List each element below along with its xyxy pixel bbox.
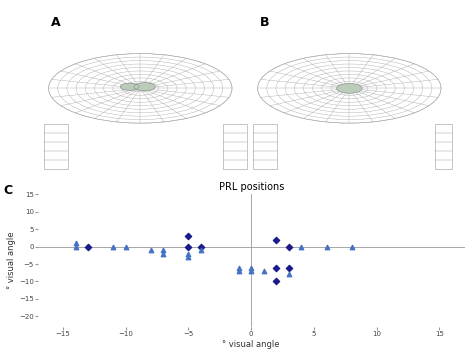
Point [147, 247, 155, 253]
Point [72, 240, 79, 246]
Point [285, 244, 292, 250]
Title: PRL positions: PRL positions [219, 182, 284, 192]
Point [247, 265, 255, 270]
Point [160, 251, 167, 256]
Point [247, 268, 255, 274]
Text: C: C [4, 184, 13, 197]
Point [122, 244, 129, 250]
Point [84, 244, 92, 250]
Point [72, 244, 79, 250]
Point [298, 244, 305, 250]
Bar [223, 124, 247, 169]
Point [348, 244, 356, 250]
Y-axis label: ° visual angle: ° visual angle [7, 232, 16, 289]
Point [185, 244, 192, 250]
Point [273, 237, 280, 243]
Point [185, 233, 192, 239]
Point [273, 265, 280, 270]
Text: B: B [260, 16, 269, 29]
Point [185, 251, 192, 256]
Point [160, 247, 167, 253]
Bar [253, 124, 277, 169]
Point [235, 268, 243, 274]
Point [285, 265, 292, 270]
Circle shape [120, 83, 139, 90]
Bar [45, 124, 68, 169]
X-axis label: ° visual angle: ° visual angle [222, 340, 280, 349]
Point [235, 265, 243, 270]
Point [109, 244, 117, 250]
Circle shape [134, 83, 155, 91]
Point [197, 244, 205, 250]
Point [285, 272, 292, 278]
Circle shape [337, 84, 362, 93]
Bar [435, 124, 452, 169]
Point [323, 244, 330, 250]
Point [273, 279, 280, 284]
Point [185, 254, 192, 260]
Point [197, 247, 205, 253]
Text: A: A [51, 16, 60, 29]
Point [260, 268, 267, 274]
